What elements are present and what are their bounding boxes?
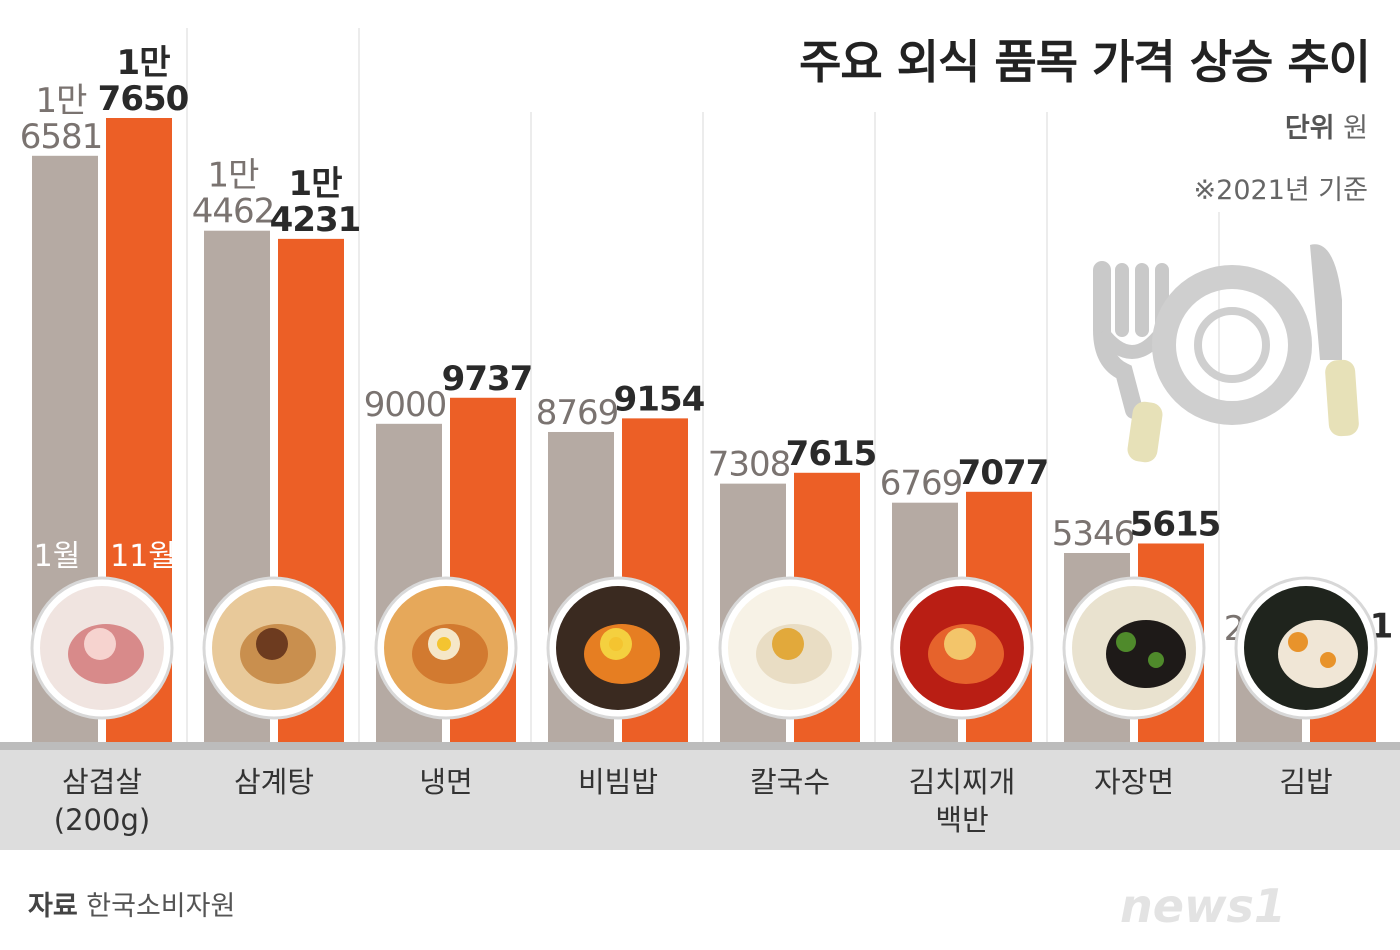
- chart-title: 주요 외식 품목 가격 상승 추이: [799, 35, 1371, 89]
- base-year-note: ※2021년 기준: [1193, 175, 1368, 206]
- pork-belly-icon: [30, 576, 174, 720]
- food-topping: [1278, 620, 1358, 688]
- value-label: 7308: [708, 445, 791, 485]
- food-garnish: [1116, 632, 1136, 652]
- value-label: 6581: [20, 117, 103, 157]
- category-label: 삼계탕: [234, 765, 314, 799]
- samgyetang-icon: [202, 576, 346, 720]
- food-garnish: [84, 628, 116, 660]
- value-label: 4231: [270, 200, 361, 240]
- food-garnish: [256, 628, 288, 660]
- category-label: 김치찌개: [909, 765, 1016, 799]
- value-label: 1만: [117, 43, 171, 83]
- news1-logo-text: news1: [1120, 879, 1286, 933]
- egg-yolk: [437, 637, 451, 651]
- value-label: 1만: [289, 164, 343, 204]
- category-label: 칼국수: [750, 765, 830, 799]
- value-label: 7650: [98, 79, 189, 119]
- food-garnish: [944, 628, 976, 660]
- value-label: 1만: [208, 156, 260, 196]
- food-topping: [1106, 620, 1186, 688]
- unit-note: 단위 원: [1285, 106, 1368, 145]
- food-garnish: [1320, 652, 1336, 668]
- legend-label: 11월: [110, 539, 176, 574]
- naengmyeon-icon: [374, 576, 518, 720]
- category-label: 비빔밥: [578, 765, 658, 799]
- food-garnish: [1288, 632, 1308, 652]
- unit-label: 단위: [1284, 113, 1335, 144]
- food-garnish: [1148, 652, 1164, 668]
- news1-logo: news1: [1120, 879, 1286, 933]
- value-label: 1만: [36, 81, 88, 121]
- value-label: 9000: [364, 385, 447, 425]
- gimbap-icon: [1234, 576, 1378, 720]
- category-label: 백반: [935, 803, 988, 837]
- source-note: 자료 한국소비자원: [28, 884, 235, 923]
- value-label: 9154: [614, 379, 705, 419]
- category-band: [0, 750, 1400, 850]
- egg-yolk: [609, 637, 623, 651]
- category-label: 삼겹살: [62, 765, 142, 799]
- category-label: 자장면: [1094, 765, 1174, 799]
- value-label: 5346: [1052, 514, 1135, 554]
- value-label: 4462: [192, 192, 275, 232]
- fork-knife-plate-icon: [1093, 244, 1359, 463]
- value-label: 7077: [958, 453, 1049, 493]
- value-label: 7615: [786, 434, 877, 474]
- category-label: (200g): [54, 803, 150, 837]
- legend-label: 1월: [34, 539, 81, 574]
- value-label: 5615: [1130, 504, 1221, 544]
- value-label: 8769: [536, 393, 619, 433]
- bibimbap-icon: [546, 576, 690, 720]
- source-label: 자료: [28, 891, 78, 922]
- kimchi-stew-icon: [890, 576, 1034, 720]
- value-label: 9737: [442, 359, 533, 399]
- food-garnish: [772, 628, 804, 660]
- baseline-strip: [0, 742, 1400, 750]
- unit-value: 원: [1343, 113, 1368, 144]
- category-label: 냉면: [419, 765, 472, 799]
- category-label: 김밥: [1279, 765, 1332, 799]
- kalguksu-icon: [718, 576, 862, 720]
- value-label: 6769: [880, 464, 963, 504]
- source-value: 한국소비자원: [86, 891, 236, 922]
- jajangmyeon-icon: [1062, 576, 1206, 720]
